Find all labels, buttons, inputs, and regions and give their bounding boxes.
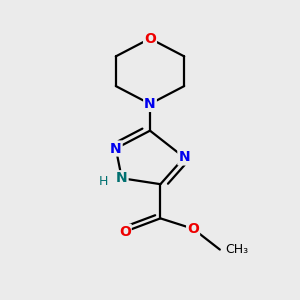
Text: N: N	[110, 142, 122, 155]
Text: O: O	[144, 32, 156, 46]
Text: O: O	[187, 222, 199, 236]
Text: N: N	[178, 150, 190, 164]
Text: CH₃: CH₃	[225, 243, 248, 256]
Text: H: H	[99, 175, 108, 188]
Text: N: N	[144, 97, 156, 111]
Text: N: N	[116, 171, 128, 185]
Text: O: O	[119, 225, 131, 239]
